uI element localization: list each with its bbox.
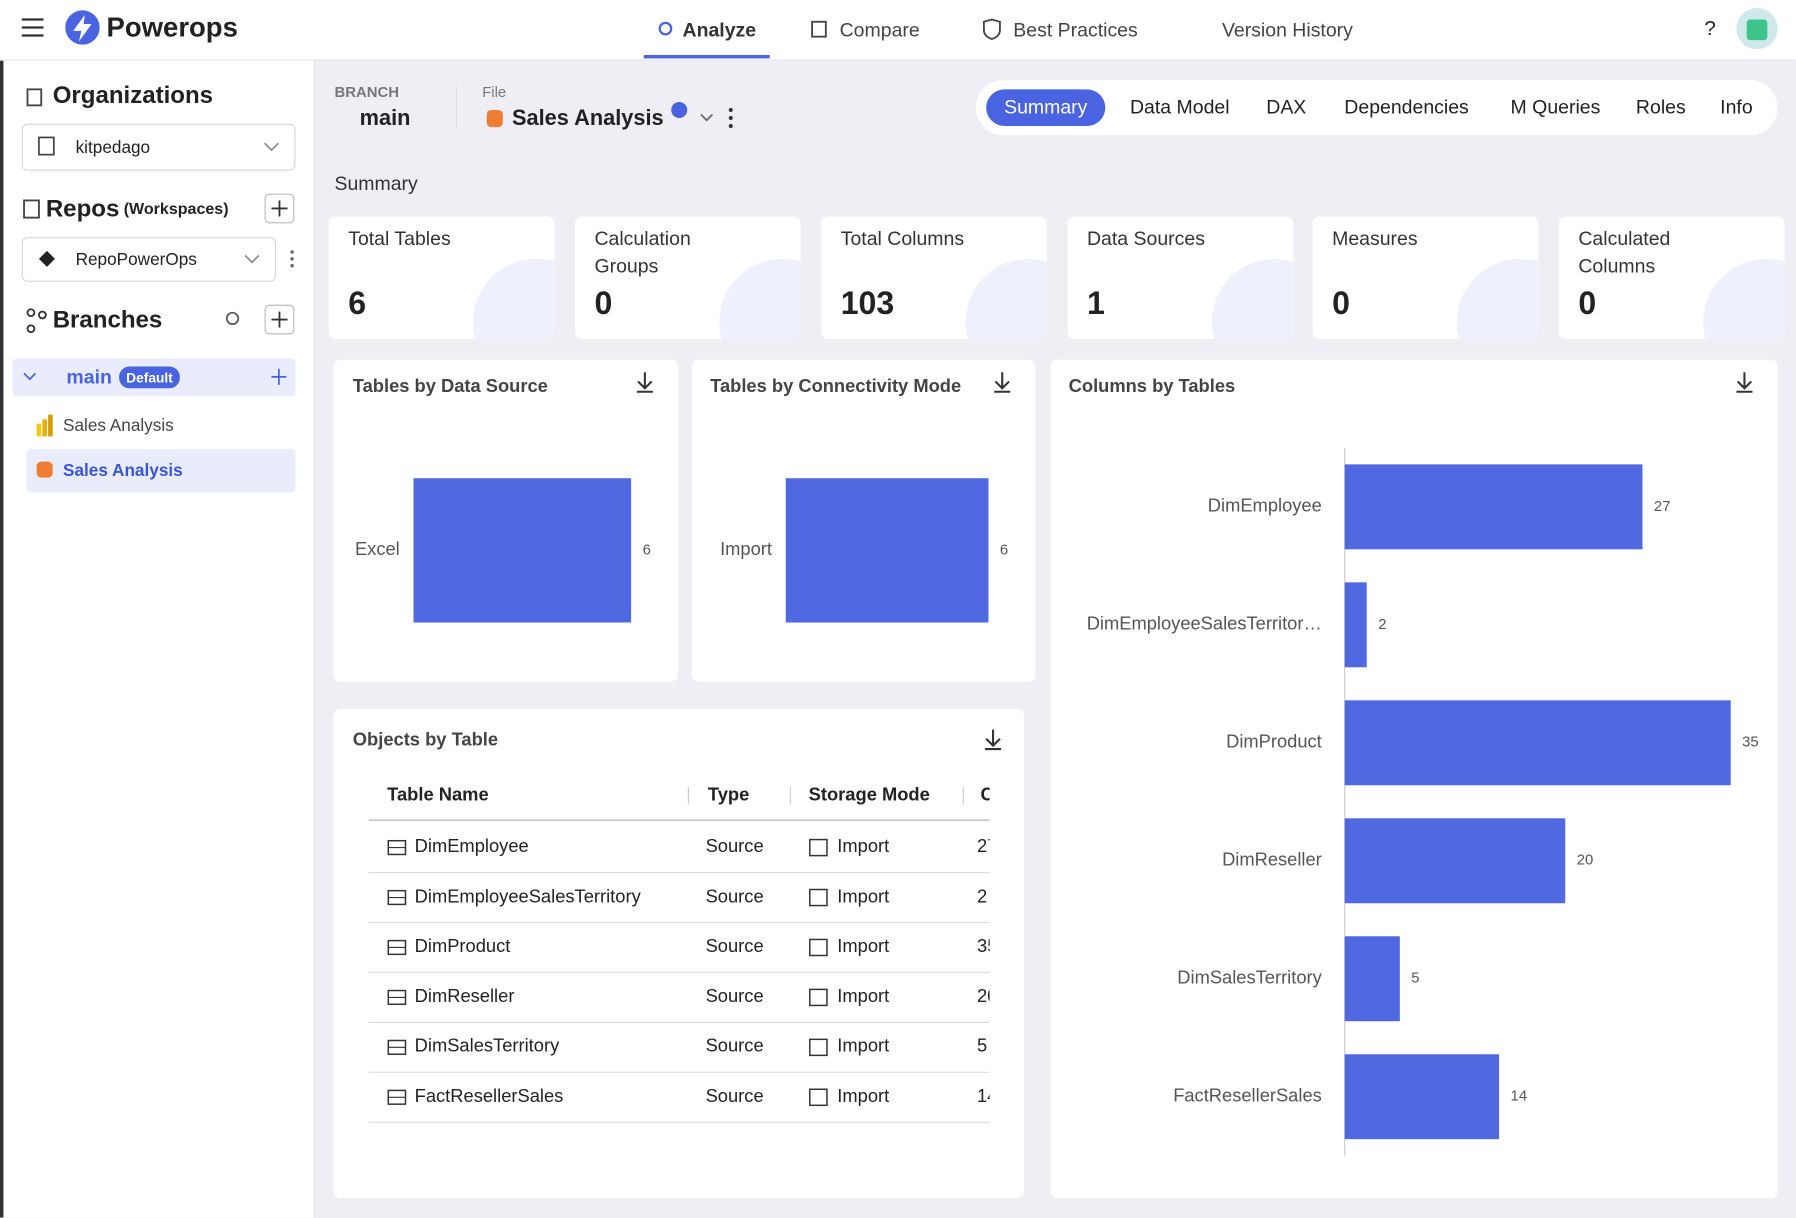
cell: Source xyxy=(706,887,764,908)
value-label: 14 xyxy=(1511,1089,1528,1105)
category-label: DimEmployee xyxy=(1208,495,1322,516)
tab[interactable]: Data Model xyxy=(1130,96,1230,119)
cell: DimProduct xyxy=(415,937,511,958)
bar xyxy=(1345,936,1400,1021)
cell: 27 xyxy=(977,837,990,858)
cell: DimSalesTerritory xyxy=(415,1037,560,1058)
category-label: DimSalesTerritory xyxy=(1177,967,1322,988)
cell: Source xyxy=(706,837,764,858)
cell: Import xyxy=(837,887,889,908)
bar xyxy=(1345,464,1643,549)
card-label: Measures xyxy=(1332,226,1492,253)
cell: 2 xyxy=(977,887,987,908)
cell: 35 xyxy=(977,937,990,958)
cell: Import xyxy=(837,1037,889,1058)
bar xyxy=(1345,582,1367,667)
table-clip: Table Name Type Storage Mode C DimEmployee So… xyxy=(0,0,990,1218)
nav-item[interactable]: Version History xyxy=(1222,19,1353,42)
card-label: Calculated Columns xyxy=(1578,226,1738,281)
column-header: Storage Mode xyxy=(809,786,930,807)
cell: Import xyxy=(837,937,889,958)
nav-item[interactable]: Best Practices xyxy=(1013,19,1137,42)
cell: Source xyxy=(706,1037,764,1058)
tab[interactable]: Info xyxy=(1720,96,1752,119)
tab[interactable]: Dependencies xyxy=(1344,96,1469,119)
chart-title: Columns by Tables xyxy=(1069,375,1236,396)
cell: Import xyxy=(837,987,889,1008)
value-label: 2 xyxy=(1378,617,1386,633)
tab[interactable]: M Queries xyxy=(1511,96,1601,119)
value-label: 27 xyxy=(1654,499,1671,515)
cell: 20 xyxy=(977,987,990,1008)
bar xyxy=(1345,818,1566,903)
cell: DimReseller xyxy=(415,987,515,1008)
column-header: Table Name xyxy=(387,786,489,807)
category-label: FactResellerSales xyxy=(1173,1085,1322,1106)
column-header: C xyxy=(980,786,989,807)
card-decoration xyxy=(1457,259,1538,339)
card-decoration xyxy=(1212,259,1293,339)
bar xyxy=(1345,1054,1499,1139)
avatar-logo xyxy=(1747,19,1768,40)
cell: 5 xyxy=(977,1037,987,1058)
tab[interactable]: Summary xyxy=(1004,96,1087,119)
card-label: Data Sources xyxy=(1087,226,1247,253)
help-button[interactable]: ? xyxy=(1704,17,1715,41)
tab[interactable]: Roles xyxy=(1636,96,1686,119)
value-label: 6 xyxy=(1000,542,1008,558)
column-header: Type xyxy=(708,786,749,807)
cell: FactResellerSales xyxy=(415,1087,564,1108)
cell: Import xyxy=(837,1087,889,1108)
cell: DimEmployeeSalesTerritory xyxy=(415,887,641,908)
category-label: DimEmployeeSalesTerritor… xyxy=(1087,613,1322,634)
card-value: 0 xyxy=(1332,285,1350,322)
value-label: 20 xyxy=(1577,853,1594,869)
category-label: DimReseller xyxy=(1222,849,1322,870)
bar xyxy=(1345,700,1731,785)
cell: 14 xyxy=(977,1087,990,1108)
category-label: DimProduct xyxy=(1226,731,1322,752)
card-value: 0 xyxy=(1578,285,1596,322)
cell: Source xyxy=(706,937,764,958)
card-value: 1 xyxy=(1087,285,1105,322)
tab[interactable]: DAX xyxy=(1266,96,1306,119)
value-label: 5 xyxy=(1411,971,1419,987)
cell: DimEmployee xyxy=(415,837,529,858)
cell: Source xyxy=(706,987,764,1008)
cell: Import xyxy=(837,837,889,858)
cell: Source xyxy=(706,1087,764,1108)
value-label: 35 xyxy=(1742,735,1759,751)
